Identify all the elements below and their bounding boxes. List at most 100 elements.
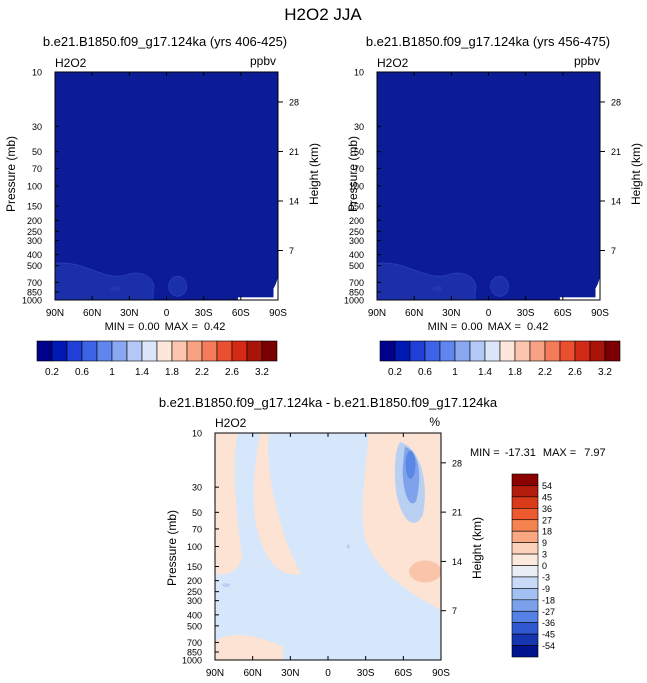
height-tick-label: 21 bbox=[289, 147, 299, 157]
panel-1-plot: 90N 60N 30N 0 30S 60S 90S 10 30 50 70 100 150 2002503… bbox=[22, 68, 299, 320]
colorbar-swatch bbox=[511, 519, 539, 532]
x-tick-label: 60S bbox=[554, 308, 572, 319]
panel-2-units-label: ppbv bbox=[574, 54, 600, 68]
colorbar-label: 1.8 bbox=[165, 367, 179, 378]
colorbar-label: 0 bbox=[542, 561, 547, 571]
positive-region bbox=[215, 634, 283, 660]
panel-1-ylabel-right: Height (km) bbox=[307, 143, 321, 205]
colorbar-label: 1.4 bbox=[135, 367, 149, 378]
height-tick-label: 28 bbox=[289, 97, 299, 107]
negative-spot bbox=[222, 583, 231, 588]
y-tick-label: 70 bbox=[32, 164, 42, 174]
panel-2-ylabel: Pressure (mb) bbox=[346, 136, 360, 212]
x-tick-label: 0 bbox=[325, 668, 331, 679]
y-tick-label: 100 bbox=[349, 182, 364, 192]
colorbar-swatch bbox=[529, 340, 546, 362]
colorbar-swatch bbox=[126, 340, 143, 362]
positive-region bbox=[253, 433, 301, 575]
colorbar-swatch bbox=[246, 340, 263, 362]
panel-1-max: 0.42 bbox=[204, 321, 225, 333]
x-tick-label: 30N bbox=[281, 668, 299, 679]
panel-3-stats: MIN = -17.31 MAX = 7.97 bbox=[470, 447, 606, 459]
x-tick-label: 60S bbox=[394, 668, 412, 679]
colorbar-swatch bbox=[141, 340, 158, 362]
colorbar-swatch bbox=[171, 340, 188, 362]
x-tick-label: 0 bbox=[486, 308, 492, 319]
y-tick-label: 50 bbox=[32, 147, 42, 157]
colorbar-swatch bbox=[511, 610, 539, 623]
y-tick-label: 200 bbox=[187, 576, 202, 586]
y-tick-label: 500 bbox=[27, 261, 42, 271]
y-tick-label: 30 bbox=[32, 122, 42, 132]
y-tick-label: 150 bbox=[349, 202, 364, 212]
x-tick-label: 90N bbox=[206, 668, 224, 679]
panel-3-min-label: MIN = bbox=[470, 447, 503, 459]
y-tick-label: 100 bbox=[27, 182, 42, 192]
tropical-contour bbox=[168, 275, 188, 297]
panel-3-variable-label: H2O2 bbox=[215, 416, 247, 430]
x-tick-label: 60N bbox=[243, 668, 261, 679]
y-tick-label: 250 bbox=[27, 227, 42, 237]
panel-2-min-label: MIN = bbox=[428, 321, 458, 333]
colorbar-label: 2.6 bbox=[225, 367, 239, 378]
colorbar-label: 9 bbox=[542, 538, 547, 548]
y-tick-label: 400 bbox=[27, 250, 42, 260]
y-tick-label: 10 bbox=[32, 68, 42, 78]
colorbar-label: 2.2 bbox=[195, 367, 209, 378]
panel-2-min: 0.00 bbox=[461, 321, 482, 333]
colorbar-swatch bbox=[201, 340, 218, 362]
x-tick-label: 60N bbox=[83, 308, 101, 319]
colorbar-label: -45 bbox=[542, 630, 555, 640]
y-tick-label: 300 bbox=[27, 236, 42, 246]
y-tick-label: 100 bbox=[187, 542, 202, 552]
panel-1-min: 0.00 bbox=[138, 321, 159, 333]
colorbar-swatch bbox=[261, 340, 278, 362]
panel-field bbox=[55, 72, 278, 300]
colorbar-swatch bbox=[511, 599, 539, 612]
colorbar-swatch bbox=[589, 340, 606, 362]
x-tick-label: 90N bbox=[46, 308, 64, 319]
colorbar-swatch bbox=[156, 340, 173, 362]
colorbar-label: 0.6 bbox=[418, 367, 432, 378]
colorbar-swatch bbox=[379, 340, 396, 362]
figure-title: H2O2 JJA bbox=[284, 5, 362, 24]
panel-3-max-label: MAX = bbox=[543, 447, 576, 459]
panel-1-ylabel: Pressure (mb) bbox=[4, 136, 18, 212]
panel-1-title: b.e21.B1850.f09_g17.124ka (yrs 406-425) bbox=[43, 34, 287, 49]
colorbar-label: 36 bbox=[542, 504, 552, 514]
colorbar-label: 2.2 bbox=[538, 367, 552, 378]
panel-1-colorbar: 0.2 0.6 1 1.4 1.8 2.2 2.6 3.2 bbox=[36, 340, 278, 378]
y-tick-label: 700 bbox=[349, 278, 364, 288]
y-tick-label: 850 bbox=[187, 647, 202, 657]
colorbar-swatch bbox=[111, 340, 128, 362]
panel-3-ylabel-right: Height (km) bbox=[470, 517, 484, 579]
colorbar-swatch bbox=[511, 496, 539, 509]
height-tick-label: 14 bbox=[452, 557, 462, 567]
height-tick-label: 28 bbox=[452, 458, 462, 468]
y-tick-label: 50 bbox=[192, 508, 202, 518]
y-tick-label: 700 bbox=[187, 638, 202, 648]
panel-1-min-label: MIN = bbox=[105, 321, 135, 333]
y-tick-label: 70 bbox=[192, 524, 202, 534]
colorbar-swatch bbox=[96, 340, 113, 362]
near-surface-band bbox=[54, 262, 155, 301]
y-tick-label: 10 bbox=[192, 429, 202, 439]
colorbar-swatch bbox=[511, 485, 539, 498]
panel-3-units-label: % bbox=[429, 415, 440, 429]
colorbar-label: -27 bbox=[542, 607, 555, 617]
colorbar-swatch bbox=[51, 340, 68, 362]
colorbar-label: -9 bbox=[542, 584, 550, 594]
panel-2-title: b.e21.B1850.f09_g17.124ka (yrs 456-475) bbox=[366, 34, 610, 49]
colorbar-label: 18 bbox=[542, 527, 552, 537]
y-tick-label: 10 bbox=[354, 68, 364, 78]
x-tick-label: 30N bbox=[442, 308, 460, 319]
colorbar-label: -3 bbox=[542, 572, 550, 582]
x-tick-label: 30S bbox=[517, 308, 535, 319]
x-tick-label: 90S bbox=[432, 668, 450, 679]
panel-2-max: 0.42 bbox=[527, 321, 548, 333]
colorbar-label: 45 bbox=[542, 492, 552, 502]
colorbar-swatch bbox=[511, 633, 539, 646]
panel-3-min: -17.31 bbox=[505, 447, 536, 459]
y-tick-label: 150 bbox=[27, 202, 42, 212]
